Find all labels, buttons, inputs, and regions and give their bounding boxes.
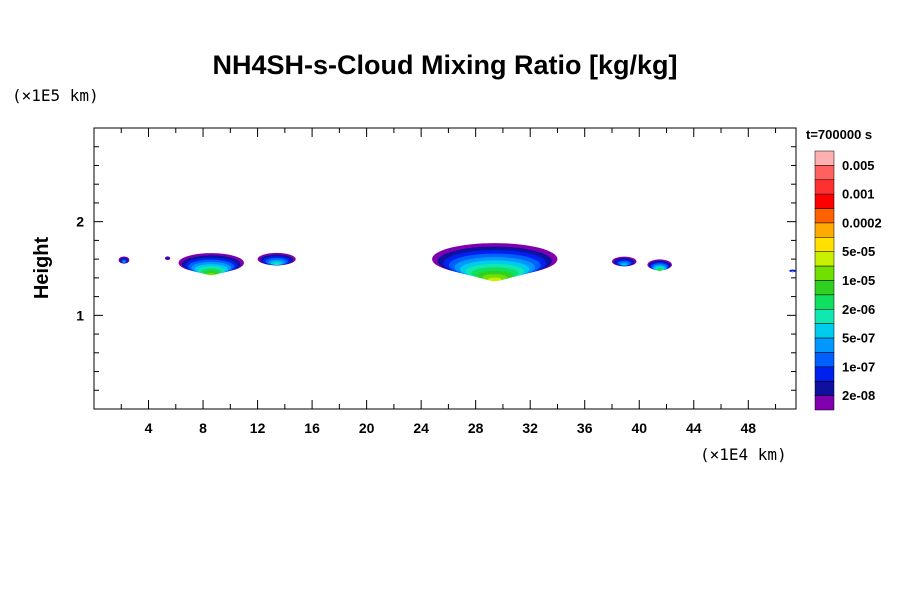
colorbar-label: 2e-06 — [842, 302, 875, 317]
x-tick-label: 28 — [468, 420, 484, 436]
cloud — [178, 253, 244, 276]
colorbar-swatch — [814, 265, 835, 281]
colorbar-label: 1e-05 — [842, 273, 875, 288]
x-tick-label: 32 — [522, 420, 538, 436]
cloud-level — [658, 269, 662, 271]
x-tick-label: 8 — [199, 420, 207, 436]
colorbar-swatch — [814, 251, 835, 267]
colorbar-label: 0.0002 — [842, 215, 882, 230]
colorbar-swatch — [814, 366, 835, 382]
cloud-level — [122, 261, 126, 263]
colorbar-swatch — [814, 208, 835, 224]
cloud — [257, 252, 296, 266]
colorbar-swatch — [814, 323, 835, 339]
colorbar-swatch — [814, 179, 835, 195]
time-label: t=700000 s — [806, 127, 872, 142]
colorbar-swatch — [814, 395, 835, 411]
chart-title: NH4SH-s-Cloud Mixing Ratio [kg/kg] — [213, 50, 678, 80]
y-axis-label: Height — [31, 237, 53, 300]
colorbar-swatch — [814, 294, 835, 310]
y-tick-label: 2 — [76, 214, 84, 230]
cloud-level — [488, 277, 502, 282]
x-tick-label: 20 — [359, 420, 375, 436]
colorbar-swatch — [814, 150, 835, 166]
x-tick-label: 36 — [577, 420, 593, 436]
colorbar-label: 0.005 — [842, 158, 875, 173]
cloud — [432, 243, 558, 282]
y-tick-label: 1 — [76, 307, 84, 323]
colorbar-swatch — [814, 237, 835, 252]
cloud-level — [791, 271, 794, 273]
cloud-level — [273, 262, 280, 265]
colorbar-swatch — [814, 337, 835, 353]
colorbar-label: 5e-07 — [842, 331, 875, 346]
y-unit-label: (×1E5 km) — [12, 86, 99, 105]
cloud-level — [166, 257, 169, 260]
cloud-level — [621, 263, 627, 266]
cloud — [118, 256, 130, 264]
colorbar-label: 5e-05 — [842, 244, 875, 259]
cloud-field — [118, 243, 796, 282]
colorbar-swatch — [814, 380, 835, 396]
x-tick-label: 16 — [304, 420, 320, 436]
cloud — [789, 269, 796, 273]
x-unit-label: (×1E4 km) — [700, 445, 787, 464]
colorbar-swatch — [814, 309, 835, 324]
colorbar: 0.005 0.001 0.0002 5e-05 1e-05 2e-06 5e-07 1e-0… — [814, 150, 882, 411]
colorbar-label: 0.001 — [842, 187, 875, 202]
plot-frame — [93, 127, 797, 410]
colorbar-swatch — [814, 165, 835, 181]
cloud-level — [207, 272, 216, 276]
colorbar-swatch — [814, 193, 835, 209]
x-tick-label: 4 — [145, 420, 153, 436]
colorbar-label: 1e-07 — [842, 359, 875, 374]
x-tick-label: 40 — [631, 420, 647, 436]
colorbar-label: 2e-08 — [842, 388, 875, 403]
cloud — [611, 256, 637, 267]
colorbar-swatch — [814, 352, 835, 368]
x-tick-label: 12 — [250, 420, 266, 436]
cloud — [164, 256, 171, 260]
x-tick-label: 44 — [686, 420, 702, 436]
x-tick-label: 24 — [413, 420, 429, 436]
colorbar-swatch — [814, 222, 835, 238]
cloud — [647, 259, 672, 271]
colorbar-swatch — [814, 280, 835, 296]
x-tick-label: 48 — [741, 420, 757, 436]
